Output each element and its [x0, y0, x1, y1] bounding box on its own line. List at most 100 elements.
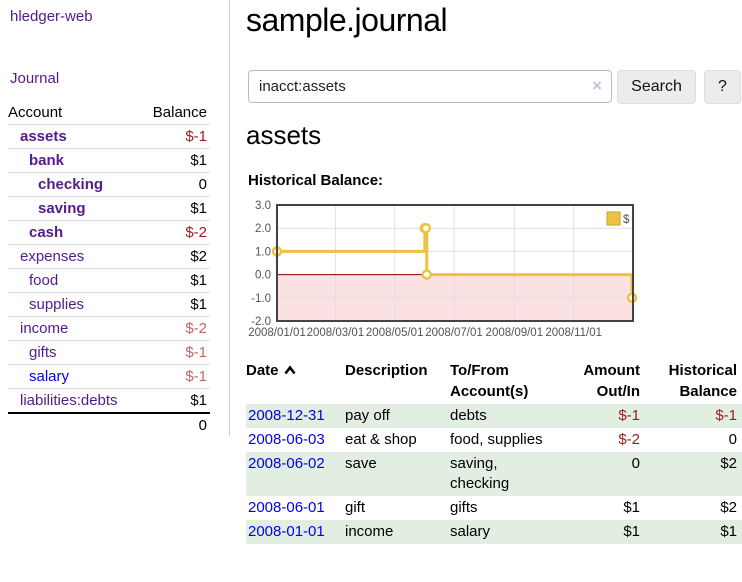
svg-text:$: $: [623, 214, 630, 226]
sidebar-item-journal[interactable]: Journal: [10, 70, 60, 87]
sort-ascending-icon: [283, 360, 297, 381]
account-row: salary $-1: [8, 364, 210, 389]
transaction-accounts: salary: [450, 523, 491, 540]
app-title-link[interactable]: hledger-web: [10, 8, 93, 25]
svg-text:2008/01/01: 2008/01/01: [248, 327, 306, 339]
register-header-row: Date Description To/From Account(s) Amou…: [246, 358, 742, 404]
historical-balance-chart: 3.0 2.0 1.0 0.0 -1.0 -2.0 2008/01/01 2008/03/01…: [244, 198, 742, 343]
register-row: 2008-12-31 pay off debts $-1 $-1: [246, 404, 742, 428]
account-row: checking 0: [8, 172, 210, 197]
transaction-amount: 0: [631, 455, 640, 472]
account-balance: $1: [140, 148, 210, 173]
sidebar-account-expenses[interactable]: expenses: [20, 248, 85, 265]
search-input[interactable]: [248, 70, 612, 103]
account-balance: $-1: [140, 124, 210, 149]
transaction-description: income: [345, 523, 394, 540]
transaction-amount: $-2: [618, 431, 640, 448]
sidebar-account-cash[interactable]: cash: [29, 224, 64, 241]
account-row: liabilities:debts $1: [8, 388, 210, 413]
transaction-balance: $-1: [715, 407, 737, 424]
register-header-date-label: Date: [246, 362, 279, 379]
account-balance: $1: [140, 268, 210, 293]
help-button[interactable]: ?: [704, 70, 741, 104]
account-balance: 0: [140, 172, 210, 197]
transaction-date-link[interactable]: 2008-06-02: [248, 455, 325, 472]
register-header-date[interactable]: Date: [246, 358, 345, 404]
transaction-accounts: debts: [450, 407, 487, 424]
clear-search-icon[interactable]: ×: [592, 76, 602, 95]
transaction-date-link[interactable]: 2008-06-01: [248, 499, 325, 516]
sidebar-account-income[interactable]: income: [20, 320, 69, 337]
account-row: supplies $1: [8, 292, 210, 317]
accounts-balance-table: Account Balance assets $-1 bank $1 check…: [8, 101, 210, 437]
account-row: income $-2: [8, 316, 210, 341]
svg-text:-1.0: -1.0: [251, 293, 271, 305]
account-balance: $1: [140, 388, 210, 413]
sidebar-account-food[interactable]: food: [29, 272, 59, 289]
accounts-total-balance: 0: [140, 412, 210, 437]
transaction-balance: $1: [720, 523, 737, 540]
page-title: sample.journal: [246, 2, 448, 38]
transaction-accounts: food, supplies: [450, 431, 543, 448]
account-row: cash $-2: [8, 220, 210, 245]
svg-text:2.0: 2.0: [255, 223, 271, 235]
sidebar-account-assets[interactable]: assets: [20, 128, 67, 145]
account-row: food $1: [8, 268, 210, 293]
register-row: 2008-06-01 gift gifts $1 $2: [246, 496, 742, 520]
svg-text:1.0: 1.0: [255, 246, 271, 258]
svg-text:2008/05/01: 2008/05/01: [366, 327, 424, 339]
sidebar-account-supplies[interactable]: supplies: [29, 296, 85, 313]
account-balance: $2: [140, 244, 210, 269]
transaction-date-link[interactable]: 2008-12-31: [248, 407, 325, 424]
transaction-description: pay off: [345, 407, 390, 424]
transaction-date-link[interactable]: 2008-06-03: [248, 431, 325, 448]
account-balance: $1: [140, 196, 210, 221]
transaction-description: gift: [345, 499, 366, 516]
account-row: expenses $2: [8, 244, 210, 269]
svg-text:2008/09/01: 2008/09/01: [486, 327, 544, 339]
register-row: 2008-06-02 save saving, checking 0 $2: [246, 452, 742, 496]
sidebar-account-gifts[interactable]: gifts: [29, 344, 57, 361]
svg-text:3.0: 3.0: [255, 200, 271, 212]
svg-text:-2.0: -2.0: [251, 316, 271, 328]
sidebar-account-saving[interactable]: saving: [38, 200, 86, 217]
transaction-amount: $-1: [618, 407, 640, 424]
sidebar-account-salary[interactable]: salary: [29, 368, 70, 385]
transaction-balance: $2: [720, 499, 737, 516]
account-balance: $-1: [140, 364, 210, 389]
sidebar-account-checking[interactable]: checking: [38, 176, 104, 193]
register-header-balance: Historical Balance: [668, 362, 737, 400]
search-button[interactable]: Search: [617, 70, 696, 104]
register-header-description: Description: [345, 362, 428, 379]
account-row: bank $1: [8, 148, 210, 173]
sidebar-account-bank[interactable]: bank: [29, 152, 65, 169]
account-row: saving $1: [8, 196, 210, 221]
register-header-account: To/From Account(s): [450, 362, 529, 400]
account-balance: $1: [140, 292, 210, 317]
account-balance: $-1: [140, 340, 210, 365]
register-row: 2008-06-03 eat & shop food, supplies $-2…: [246, 428, 742, 452]
svg-text:0.0: 0.0: [255, 270, 271, 282]
accounts-header-balance: Balance: [152, 104, 207, 121]
transaction-amount: $1: [623, 523, 640, 540]
transaction-description: eat & shop: [345, 431, 417, 448]
chart-title: Historical Balance:: [248, 172, 384, 189]
account-balance: $-2: [140, 316, 210, 341]
account-row: gifts $-1: [8, 340, 210, 365]
account-row: assets $-1: [8, 124, 210, 149]
register-row: 2008-01-01 income salary $1 $1: [246, 520, 742, 544]
transaction-balance: $2: [720, 455, 737, 472]
sidebar-account-liabilities-debts[interactable]: liabilities:debts: [20, 392, 118, 409]
accounts-header-row: Account Balance: [8, 101, 210, 125]
transaction-accounts: saving, checking: [450, 455, 510, 492]
transaction-balance: 0: [728, 431, 737, 448]
svg-text:2008/11/01: 2008/11/01: [545, 327, 602, 339]
transaction-accounts: gifts: [450, 499, 478, 516]
svg-text:2008/07/01: 2008/07/01: [425, 327, 483, 339]
transaction-date-link[interactable]: 2008-01-01: [248, 523, 325, 540]
account-heading: assets: [246, 120, 322, 150]
transaction-description: save: [345, 455, 377, 472]
register-table: Date Description To/From Account(s) Amou…: [246, 358, 742, 544]
